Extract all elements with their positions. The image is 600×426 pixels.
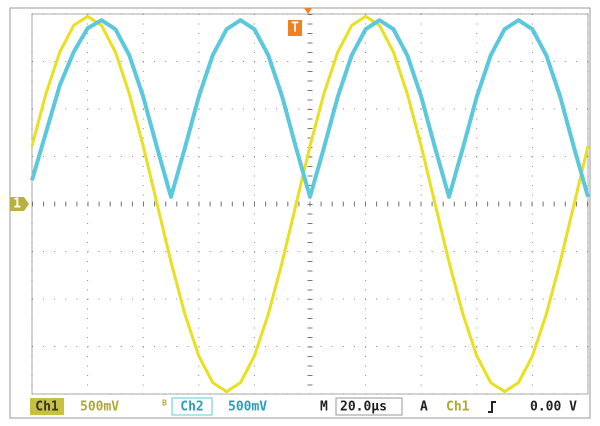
timebase-box: [335, 397, 403, 416]
trigger-position: [304, 8, 312, 14]
ch2-scale: 500mV: [228, 400, 267, 415]
trigger-marker: [288, 20, 302, 36]
ch2-label: Ch2: [180, 400, 203, 415]
trigger-source: Ch1: [446, 400, 470, 415]
ch1-label: Ch1: [35, 400, 59, 415]
trigger-marker-label: T: [291, 21, 299, 36]
ch1-scale: 500mV: [80, 400, 119, 415]
channel-marker: [10, 197, 29, 211]
timebase: 20.0µs: [340, 400, 387, 415]
m-label: M: [320, 400, 328, 415]
slope-icon: [488, 401, 496, 413]
a-label: A: [420, 400, 428, 415]
trace: [30, 14, 590, 394]
bw-icon: B: [162, 399, 167, 408]
ch1-box: [30, 398, 64, 415]
channel-marker-label: 1: [13, 197, 21, 212]
ch2-box: [171, 397, 213, 416]
trigger-level: 0.00 V: [530, 400, 577, 415]
trace: [30, 18, 590, 199]
